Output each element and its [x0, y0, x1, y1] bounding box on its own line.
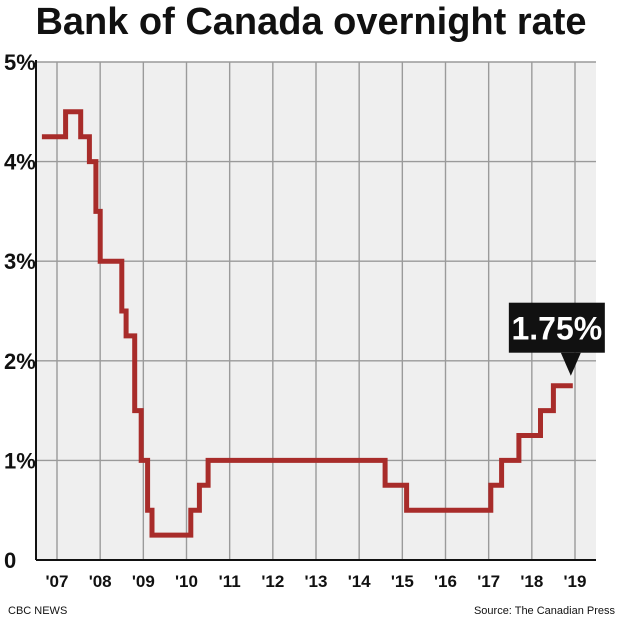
footer-credit: CBC NEWS — [8, 605, 67, 617]
y-tick-label: 4% — [4, 150, 36, 175]
x-tick-label: '17 — [477, 572, 500, 591]
y-tick-label: 5% — [4, 50, 36, 75]
callout-pointer — [560, 352, 581, 376]
x-axis-ticks: '07 '08 '09 '10 '11 '12 '13 '14 '15 '16 '17 '18 '19 — [46, 572, 587, 591]
x-tick-label: '18 — [520, 572, 543, 591]
x-tick-label: '07 — [46, 572, 69, 591]
x-tick-label: '14 — [348, 572, 371, 591]
x-tick-label: '16 — [434, 572, 457, 591]
y-tick-label: 2% — [4, 349, 36, 374]
y-tick-label: 0 — [4, 548, 16, 573]
x-tick-label: '11 — [219, 572, 241, 591]
series-layer — [41, 109, 573, 538]
x-tick-label: '15 — [391, 572, 414, 591]
callout: 1.75% — [508, 302, 605, 376]
rate-series-line — [41, 109, 573, 538]
x-tick-label: '08 — [89, 572, 112, 591]
x-tick-label: '10 — [175, 572, 198, 591]
footer-source: Source: The Canadian Press — [474, 605, 616, 617]
y-axis-ticks: 0 1% 2% 3% 4% 5% — [4, 50, 36, 573]
y-tick-label: 3% — [4, 249, 36, 274]
x-tick-label: '13 — [305, 572, 328, 591]
x-tick-label: '12 — [261, 572, 284, 591]
y-tick-label: 1% — [4, 448, 36, 473]
x-tick-label: '09 — [132, 572, 155, 591]
vertical-gridlines — [56, 62, 576, 560]
x-tick-label: '19 — [564, 572, 587, 591]
callout-box — [508, 302, 605, 353]
chart-title: Bank of Canada overnight rate — [35, 1, 586, 43]
callout-label: 1.75% — [511, 311, 602, 347]
